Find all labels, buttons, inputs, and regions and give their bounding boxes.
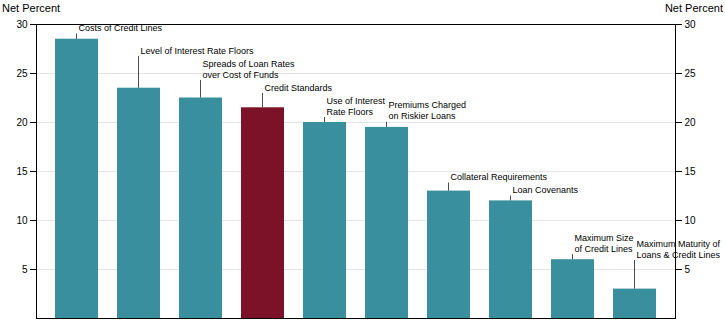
svg-text:Spreads of Loan Ratesover Cost: Spreads of Loan Ratesover Cost of Funds	[203, 59, 296, 80]
svg-text:Net Percent: Net Percent	[2, 2, 60, 14]
svg-text:Maximum Sizeof Credit Lines: Maximum Sizeof Credit Lines	[575, 233, 634, 254]
svg-text:25: 25	[685, 68, 697, 79]
svg-text:Loan Covenants: Loan Covenants	[513, 185, 579, 195]
svg-text:5: 5	[685, 264, 691, 275]
svg-text:Use of InterestRate Floors: Use of InterestRate Floors	[327, 96, 386, 117]
svg-text:Net Percent: Net Percent	[665, 2, 723, 14]
svg-text:10: 10	[16, 215, 28, 226]
svg-text:20: 20	[16, 117, 28, 128]
svg-text:Level of Interest Rate Floors: Level of Interest Rate Floors	[141, 46, 255, 56]
svg-text:20: 20	[685, 117, 697, 128]
svg-text:25: 25	[16, 68, 28, 79]
svg-text:10: 10	[685, 215, 697, 226]
svg-text:Premiums Chargedon Riskier Loa: Premiums Chargedon Riskier Loans	[389, 100, 467, 121]
svg-text:30: 30	[16, 19, 28, 30]
svg-text:30: 30	[685, 19, 697, 30]
svg-text:Collateral Requirements: Collateral Requirements	[451, 172, 548, 182]
svg-text:Credit Standards: Credit Standards	[265, 83, 333, 93]
svg-text:15: 15	[685, 166, 697, 177]
svg-text:15: 15	[16, 166, 28, 177]
svg-text:Maximum Maturity ofLoans & Cre: Maximum Maturity ofLoans & Credit Lines	[637, 239, 721, 260]
svg-text:5: 5	[22, 264, 28, 275]
svg-text:Costs of Credit Lines: Costs of Credit Lines	[79, 23, 163, 33]
